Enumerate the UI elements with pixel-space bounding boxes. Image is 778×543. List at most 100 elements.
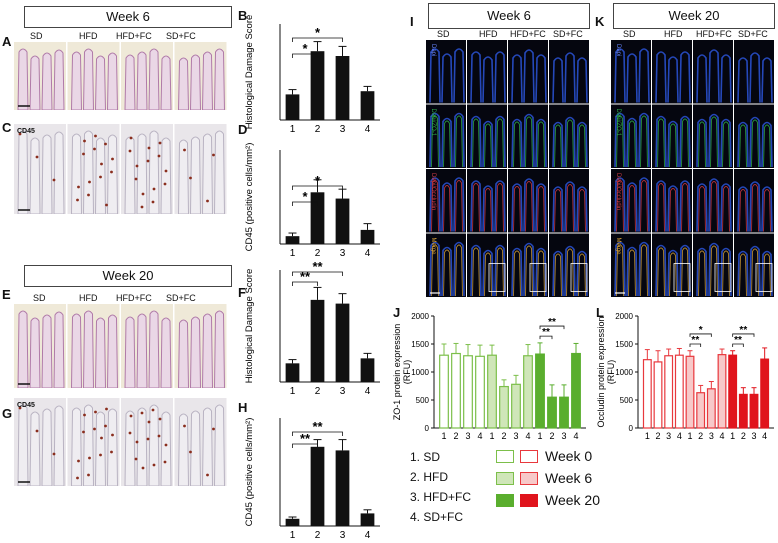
legend-week20: Week 20 bbox=[545, 492, 600, 508]
bar bbox=[535, 353, 545, 429]
cd45-stain-row-week6 bbox=[14, 124, 228, 215]
sig-mark: * bbox=[302, 189, 308, 204]
fluor-col-sdfc-w20: SD+FC bbox=[738, 29, 768, 39]
fluor-cell bbox=[734, 40, 774, 104]
x-tick-label: 2 bbox=[315, 248, 321, 259]
fluor-col-hfd-w20: HFD bbox=[664, 29, 683, 39]
fluor-channel-label: Dapi/Occludin bbox=[615, 173, 621, 210]
chart-h: CD45 (positive cells/mm²) 1 2 3 4 **** bbox=[244, 418, 380, 541]
fluor-col-sd-w6: SD bbox=[437, 29, 450, 39]
chart-l: 0 500 1000 1500 2000 Occludin protein express… bbox=[596, 312, 774, 441]
x-tick-label: 4 bbox=[365, 124, 371, 135]
y-tick-label: 0 bbox=[629, 424, 634, 433]
bar bbox=[463, 355, 473, 429]
legend-week6: Week 6 bbox=[545, 470, 593, 486]
sig-mark: ** bbox=[739, 325, 747, 336]
sig-mark: ** bbox=[691, 335, 699, 346]
fluor-col-hfd-w6: HFD bbox=[479, 29, 498, 39]
he-stain-row-week6 bbox=[14, 42, 228, 111]
panel-label-h: H bbox=[238, 400, 248, 415]
x-tick-label: 3 bbox=[513, 431, 518, 441]
sig-bracket bbox=[539, 325, 565, 330]
x-tick-label: 2 bbox=[453, 431, 458, 441]
cd45-tag-week20: CD45 bbox=[17, 402, 35, 409]
fluor-cell bbox=[467, 104, 507, 168]
tissue-panel-2 bbox=[67, 124, 120, 215]
tissue-panel-3 bbox=[121, 124, 173, 215]
x-tick-label: 4 bbox=[477, 431, 482, 441]
sig-mark: * bbox=[302, 41, 308, 56]
y-tick-label: 1000 bbox=[411, 368, 429, 377]
bar bbox=[749, 393, 759, 429]
fluorescence-grid-week6: Dapi Dapi/ZO-1 Dapi/Occludin Merge bbox=[426, 40, 590, 298]
bar bbox=[547, 396, 557, 429]
tissue-panel-2 bbox=[67, 42, 120, 111]
panel-label-f: F bbox=[238, 285, 246, 300]
fluor-cell bbox=[549, 104, 589, 168]
bar bbox=[335, 198, 350, 244]
col-sd-w6: SD bbox=[30, 31, 43, 41]
bar bbox=[310, 192, 325, 244]
sig-bracket bbox=[689, 333, 712, 337]
x-tick-label: 1 bbox=[537, 431, 542, 441]
y-tick-label: 500 bbox=[416, 396, 430, 405]
panel-label-i: I bbox=[410, 14, 414, 29]
bar bbox=[360, 229, 375, 244]
cd45-tag-week6: CD45 bbox=[17, 128, 35, 135]
col-sdfc-w6: SD+FC bbox=[166, 31, 196, 41]
sig-mark: ** bbox=[312, 419, 323, 434]
fluor-cell bbox=[508, 169, 548, 233]
fluor-cell bbox=[693, 233, 733, 297]
sig-mark: * bbox=[315, 25, 321, 40]
x-tick-label: 1 bbox=[290, 248, 296, 259]
x-tick-label: 1 bbox=[290, 124, 296, 135]
bar bbox=[310, 446, 325, 526]
x-tick-label: 1 bbox=[730, 431, 735, 441]
week20-header-right: Week 20 bbox=[613, 3, 775, 29]
fluor-cell bbox=[652, 233, 692, 297]
legend-swatch-green-w6 bbox=[496, 472, 514, 485]
fluor-cell bbox=[611, 169, 651, 233]
sig-bracket bbox=[292, 201, 318, 206]
bar bbox=[360, 91, 375, 120]
x-tick-label: 1 bbox=[290, 530, 296, 541]
sig-mark: ** bbox=[548, 317, 556, 328]
legend-swatch-red-w0 bbox=[520, 450, 538, 463]
col-sd-w20: SD bbox=[33, 293, 46, 303]
col-hfdfc-w6: HFD+FC bbox=[116, 31, 152, 41]
fluor-cell bbox=[508, 40, 548, 104]
bar bbox=[642, 359, 652, 429]
x-tick-label: 1 bbox=[441, 431, 446, 441]
x-tick-label: 3 bbox=[340, 124, 346, 135]
sig-mark: ** bbox=[300, 431, 311, 446]
fluor-channel-label: Dapi bbox=[430, 44, 436, 56]
legend-swatch-red-w20 bbox=[520, 494, 538, 507]
fluor-cell bbox=[549, 233, 589, 297]
bar bbox=[653, 361, 663, 429]
chart-b: Histological Damage Score 1 2 3 4 * * bbox=[244, 15, 380, 135]
tissue-panel-3 bbox=[121, 304, 173, 389]
tissue-panel-2 bbox=[67, 398, 120, 487]
bar bbox=[760, 358, 770, 429]
tissue-panel-4 bbox=[174, 304, 227, 389]
panel-label-a: A bbox=[2, 34, 12, 49]
fluor-col-hfdfc-w20: HFD+FC bbox=[696, 29, 732, 39]
fluor-cell bbox=[426, 40, 466, 104]
fluor-cell bbox=[734, 104, 774, 168]
y-axis-label: CD45 (positive cells/mm²) bbox=[244, 418, 255, 527]
x-tick-label: 1 bbox=[645, 431, 650, 441]
y-axis-label: Histological Damage Score bbox=[244, 15, 255, 130]
fluor-cell bbox=[611, 233, 651, 297]
bar bbox=[310, 51, 325, 121]
x-tick-label: 2 bbox=[315, 530, 321, 541]
fluor-cell bbox=[693, 40, 733, 104]
tissue-panel-1 bbox=[14, 398, 66, 487]
sig-bracket bbox=[292, 185, 343, 190]
fluor-cell bbox=[734, 169, 774, 233]
sig-bracket bbox=[292, 271, 343, 276]
y-tick-label: 2000 bbox=[615, 312, 633, 321]
panel-label-j: J bbox=[393, 305, 401, 320]
fluor-cell bbox=[611, 40, 651, 104]
x-tick-label: 2 bbox=[698, 431, 703, 441]
x-tick-label: 1 bbox=[290, 386, 296, 397]
